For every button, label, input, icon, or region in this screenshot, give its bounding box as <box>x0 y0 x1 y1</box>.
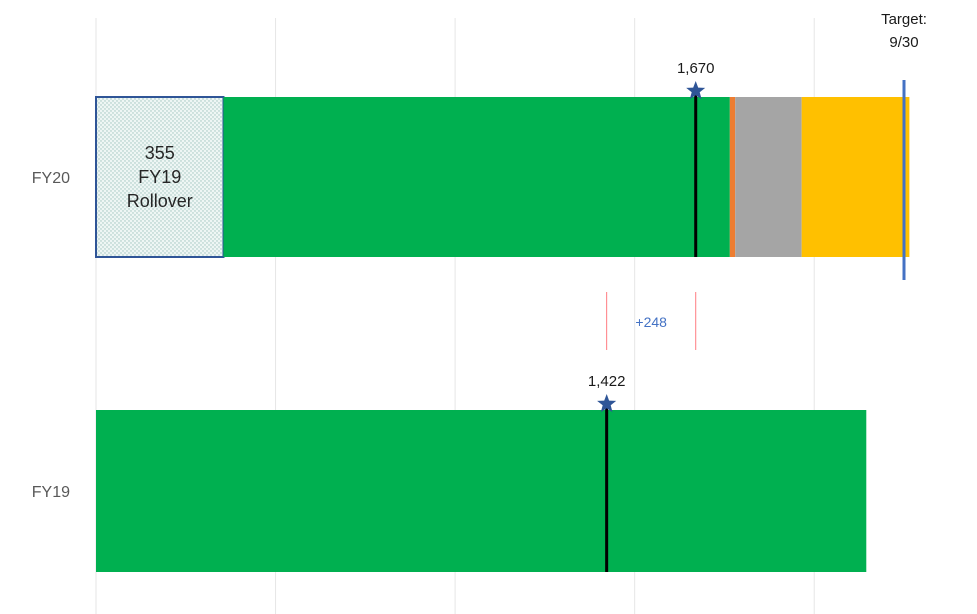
category-label-fy19: FY19 <box>32 484 70 501</box>
segment-label-line-2: Rollover <box>127 191 193 211</box>
target-label-line-0: Target: <box>881 11 927 28</box>
marker-star-icon <box>686 81 706 100</box>
marker-label-fy20: 1,670 <box>677 60 715 77</box>
segment-label-line-0: 355 <box>145 143 175 163</box>
bar-segment-fy20-4 <box>801 97 910 257</box>
target-label-line-1: 9/30 <box>889 34 918 51</box>
segment-label-line-1: FY19 <box>138 167 181 187</box>
bar-segment-fy20-0 <box>95 96 225 258</box>
marker-star-icon <box>597 394 617 413</box>
bar-segment-fy20-3 <box>735 97 802 257</box>
category-label-fy20: FY20 <box>32 170 70 187</box>
bar-segment-fy19-0 <box>96 410 867 572</box>
bar-segment-fy20-1 <box>223 97 730 257</box>
bar-segment-fy20-2 <box>729 97 736 257</box>
difference-label: +248 <box>635 314 667 330</box>
marker-label-fy19: 1,422 <box>588 373 626 390</box>
